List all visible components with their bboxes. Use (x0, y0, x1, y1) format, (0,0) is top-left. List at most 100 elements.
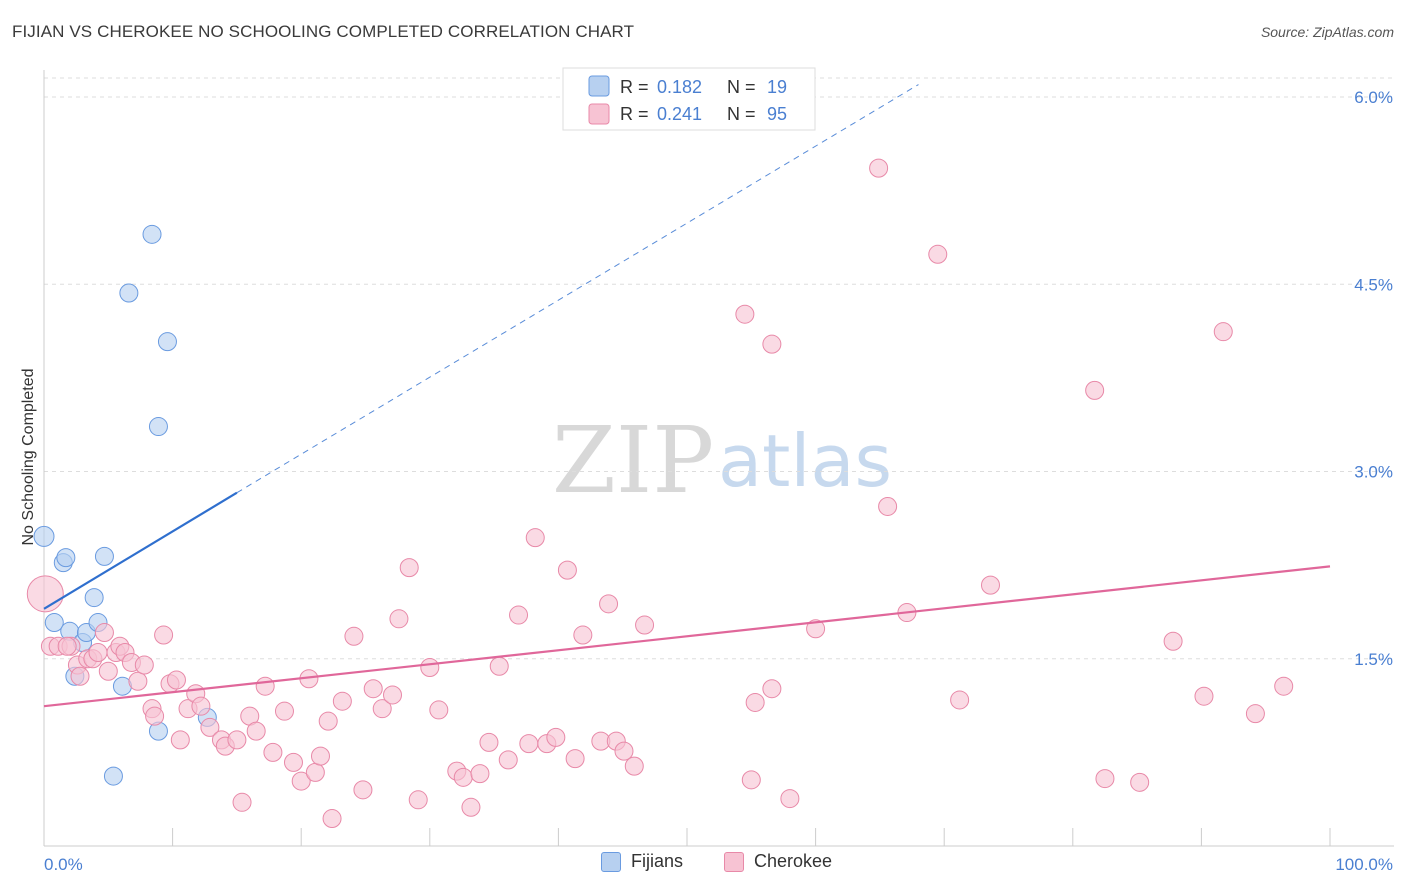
cherokee-point (525, 528, 545, 548)
watermark-zip: ZIP (552, 407, 714, 514)
cherokee-point (408, 790, 428, 810)
cherokee-point (461, 797, 481, 817)
legend-cherokee-n-label: N = (727, 104, 756, 124)
fijians-point (157, 332, 177, 352)
cherokee-point (1095, 769, 1115, 789)
cherokee-point (565, 749, 585, 769)
cherokee-point (762, 679, 782, 699)
y-tick-label: 4.5% (1354, 275, 1393, 294)
cherokee-point (509, 605, 529, 625)
legend-fijians-swatch (588, 75, 610, 97)
fijians-trend-line (43, 491, 238, 610)
cherokee-point (453, 767, 473, 787)
fijians-point (44, 613, 64, 633)
cherokee-point (353, 780, 373, 800)
cherokee-point (1085, 380, 1105, 400)
y-tick-label: 3.0% (1354, 463, 1393, 482)
cherokee-trend-line (43, 565, 1331, 708)
cherokee-point (200, 717, 220, 737)
cherokee-point (869, 158, 889, 178)
source-label: Source: ZipAtlas.com (1260, 24, 1394, 40)
trend-lines (43, 84, 1331, 708)
cherokee-point (745, 692, 765, 712)
cherokee-point (1245, 704, 1265, 724)
y-tick-label: 1.5% (1354, 650, 1393, 669)
cherokee-point (980, 575, 1000, 595)
fijians-point (94, 546, 114, 566)
cherokee-point (70, 666, 90, 686)
cherokee-point (305, 762, 325, 782)
cherokee-point (741, 770, 761, 790)
y-axis-title: No Schooling Completed (20, 369, 37, 546)
cherokee-point (134, 655, 154, 675)
legend-cherokee-n-value: 95 (767, 104, 787, 124)
x-tick-label-max: 100.0% (1335, 855, 1393, 874)
cherokee-point (557, 560, 577, 580)
cherokee-point (227, 730, 247, 750)
cherokee-point (420, 657, 440, 677)
cherokee-point (322, 809, 342, 829)
cherokee-point (26, 575, 64, 613)
cherokee-point (1213, 322, 1233, 342)
legend-top: R = 0.182 N = 19 R = 0.241 N = 95 (562, 67, 816, 131)
cherokee-point (154, 625, 174, 645)
cherokee-point (263, 742, 283, 762)
cherokee-point (546, 727, 566, 747)
fijians-trend-extension (236, 84, 919, 494)
cherokee-point (1194, 686, 1214, 706)
legend-bottom-cherokee-label: Cherokee (754, 851, 833, 871)
cherokee-point (1274, 676, 1294, 696)
cherokee-point (735, 304, 755, 324)
cherokee-point (283, 752, 303, 772)
cherokee-point (363, 679, 383, 699)
chart-title: FIJIAN VS CHEROKEE NO SCHOOLING COMPLETE… (12, 22, 635, 41)
cherokee-point (573, 625, 593, 645)
cherokee-point (489, 656, 509, 676)
legend-bottom-fijians-label: Fijians (631, 851, 684, 871)
y-tick-label: 6.0% (1354, 88, 1393, 107)
fijians-point (119, 283, 139, 303)
cherokee-point (470, 764, 490, 784)
cherokee-point (806, 619, 826, 639)
legend-fijians-r-value: 0.182 (657, 77, 702, 97)
legend-cherokee-r-label: R = (620, 104, 649, 124)
cherokee-point (166, 670, 186, 690)
cherokee-point (170, 730, 190, 750)
x-ticks (172, 828, 1331, 846)
cherokee-point (1130, 772, 1150, 792)
cherokee-point (498, 750, 518, 770)
cherokee-point (950, 690, 970, 710)
legend-bottom-cherokee: Cherokee (724, 851, 832, 872)
cherokee-point (389, 609, 409, 629)
legend-fijians-r-label: R = (620, 77, 649, 97)
watermark-atlas: atlas (718, 419, 892, 503)
legend-fijians-n-value: 19 (767, 77, 787, 97)
cherokee-point (94, 623, 114, 643)
cherokee-point (599, 594, 619, 614)
legend-bottom-fijians-swatch (601, 851, 621, 872)
fijians-point (103, 766, 123, 786)
fijians-point (33, 525, 55, 547)
cherokee-point (310, 746, 330, 766)
cherokee-point (145, 706, 165, 726)
cherokee-point (98, 661, 118, 681)
legend-bottom-fijians: Fijians (601, 851, 683, 872)
cherokee-point (614, 741, 634, 761)
cherokee-point (318, 711, 338, 731)
legend-bottom-cherokee-swatch (724, 851, 744, 872)
cherokee-point (191, 696, 211, 716)
cherokee-point (128, 671, 148, 691)
cherokee-point (57, 636, 77, 656)
cherokee-point (519, 734, 539, 754)
cherokee-point (878, 496, 898, 516)
cherokee-point (383, 685, 403, 705)
cherokee-point (372, 699, 392, 719)
cherokee-point (399, 558, 419, 578)
cherokee-point (479, 732, 499, 752)
fijians-point (84, 588, 104, 608)
legend-cherokee-swatch (588, 103, 610, 125)
cherokee-point (344, 626, 364, 646)
cherokee-point (928, 244, 948, 264)
cherokee-point (246, 721, 266, 741)
